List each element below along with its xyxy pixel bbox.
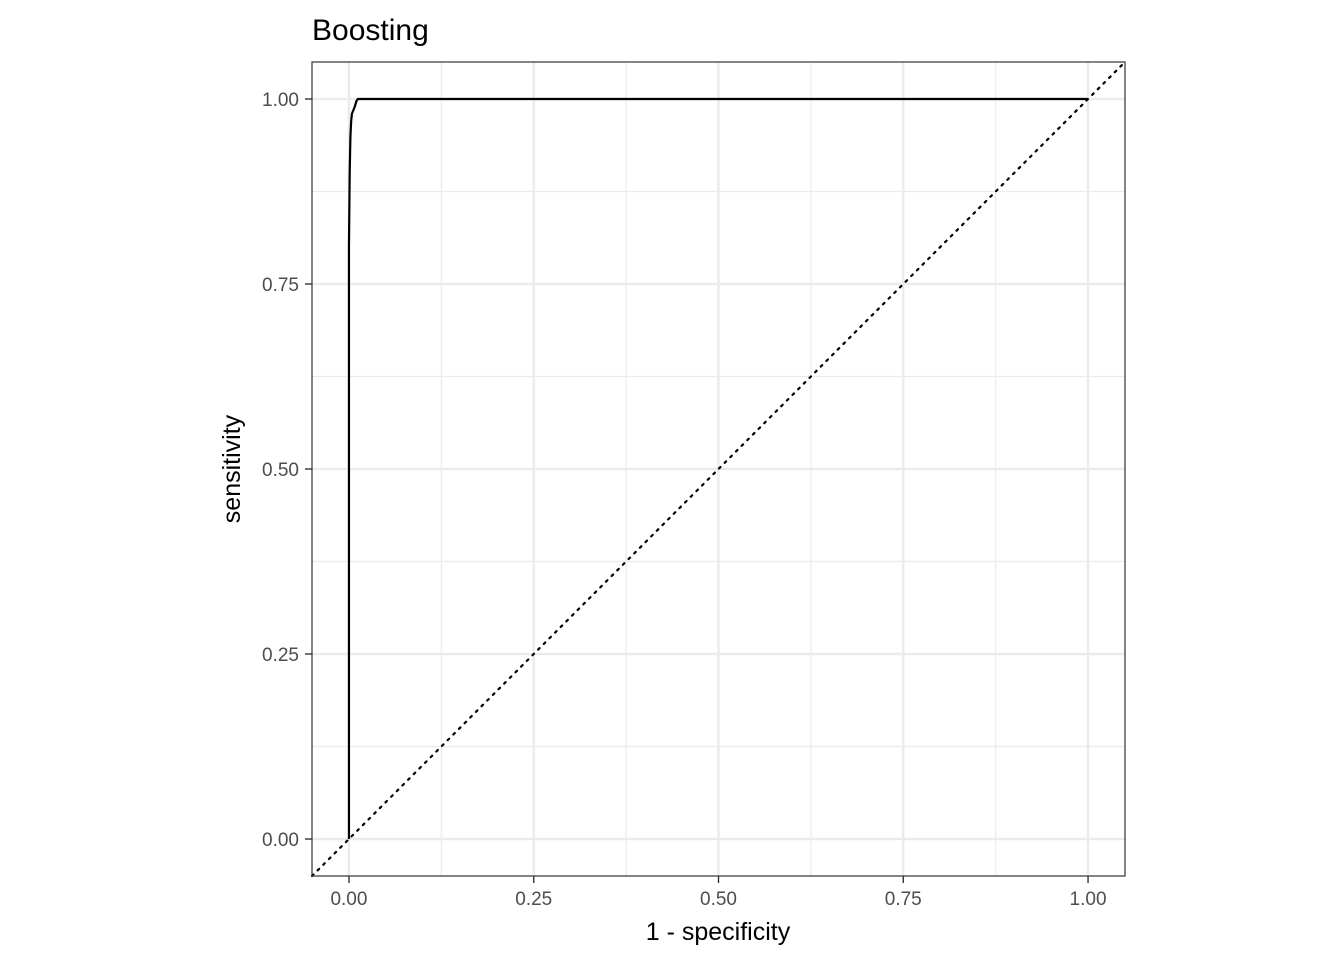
roc-curve-line: [347, 97, 1089, 839]
y-tick-label: 0.00: [262, 830, 299, 851]
y-axis-title: sensitivity: [218, 414, 246, 523]
x-tick-label: 0.00: [330, 889, 367, 910]
y-tick-label: 0.75: [262, 275, 299, 296]
reference-diagonal-line: [310, 60, 1127, 878]
x-axis-title: 1 - specificity: [646, 918, 791, 946]
y-tick-label: 0.50: [262, 460, 299, 481]
y-axis: 0.00 0.25 0.50 0.75 1.00: [262, 90, 312, 851]
y-tick-label: 0.25: [262, 645, 299, 666]
x-axis: 0.00 0.25 0.50 0.75 1.00: [330, 876, 1107, 910]
x-tick-label: 0.25: [515, 889, 552, 910]
chart-title: Boosting: [312, 14, 429, 47]
x-tick-label: 0.75: [885, 889, 922, 910]
x-tick-label: 1.00: [1070, 889, 1107, 910]
x-tick-label: 0.50: [700, 889, 737, 910]
y-tick-label: 1.00: [262, 90, 299, 111]
